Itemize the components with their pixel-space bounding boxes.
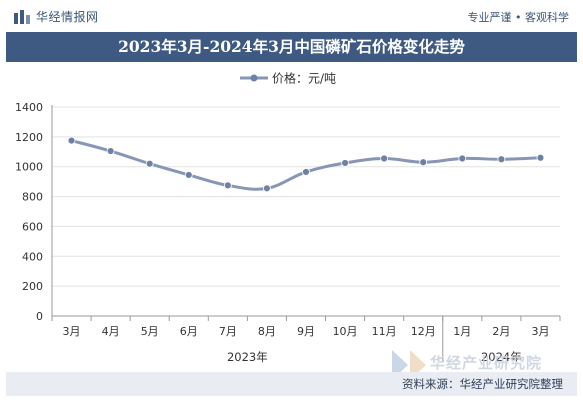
data-point [106, 147, 115, 155]
source-note: 资料来源：华经产业研究院整理 [402, 377, 563, 391]
brand: 华经情报网 [14, 8, 99, 25]
series-line [71, 139, 541, 191]
y-tick-label: 0 [36, 310, 43, 323]
x-tick-label: 12月 [411, 325, 436, 338]
data-point [458, 154, 467, 163]
y-tick-label: 600 [22, 220, 43, 233]
x-tick-label: 11月 [372, 325, 397, 338]
brand-name: 华经情报网 [36, 10, 99, 24]
watermark: 华经产业研究院 [430, 354, 543, 372]
data-point [302, 168, 310, 176]
gridlines [52, 106, 560, 287]
top-bar: 华经情报网 专业严谨 • 客观科学 [0, 0, 583, 32]
data-point [184, 171, 193, 179]
x-tick-label: 10月 [333, 325, 358, 338]
series-layer [67, 136, 545, 193]
data-point [223, 181, 232, 190]
data-point [67, 136, 76, 145]
x-tick-label: 9月 [297, 325, 315, 338]
data-point [497, 155, 506, 164]
y-tick-label: 1200 [15, 131, 43, 144]
x-tick-label: 3月 [531, 325, 549, 338]
data-point [341, 159, 349, 167]
x-tick-label: 6月 [180, 325, 198, 338]
legend: 价格：元/吨 [240, 71, 336, 86]
line-chart: 价格：元/吨 0 200 400 600 800 1000 1200 1400 3月 4月 5月 6… [15, 71, 561, 364]
tagline: 专业严谨 • 客观科学 [467, 11, 569, 24]
x-group-label: 2024年 [481, 350, 522, 364]
x-tick-label: 1月 [453, 325, 471, 338]
data-point [145, 159, 154, 168]
x-tick-label: 8月 [258, 325, 276, 338]
x-tick-label: 4月 [102, 325, 120, 338]
data-point [419, 158, 428, 167]
legend-marker [250, 74, 258, 82]
brand-logo-icon [14, 9, 30, 24]
x-tick-label: 5月 [141, 325, 159, 338]
data-point [536, 153, 545, 162]
x-tick-label: 7月 [219, 325, 237, 338]
x-tick-label: 2月 [492, 325, 510, 338]
data-point [263, 184, 271, 193]
x-axis: 3月 4月 5月 6月 7月 8月 9月 10月 11月 12月 1月 2月 3月 2023年 2024年 [51, 315, 561, 364]
y-tick-label: 1000 [15, 161, 43, 174]
legend-label: 价格：元/吨 [272, 71, 336, 86]
y-tick-label: 1400 [15, 101, 43, 114]
y-tick-label: 400 [22, 250, 43, 263]
x-group-label: 2023年 [227, 350, 268, 364]
title-bar: 2023年3月-2024年3月中国磷矿石价格变化走势 [6, 32, 577, 62]
x-tick-label: 3月 [63, 325, 81, 338]
chart-title: 2023年3月-2024年3月中国磷矿石价格变化走势 [118, 37, 465, 56]
data-point [380, 154, 389, 163]
y-tick-label: 200 [22, 280, 43, 293]
y-axis: 0 200 400 600 800 1000 1200 1400 [15, 101, 53, 323]
y-tick-label: 800 [22, 191, 43, 204]
footer-bar: 资料来源：华经产业研究院整理 [6, 372, 577, 396]
